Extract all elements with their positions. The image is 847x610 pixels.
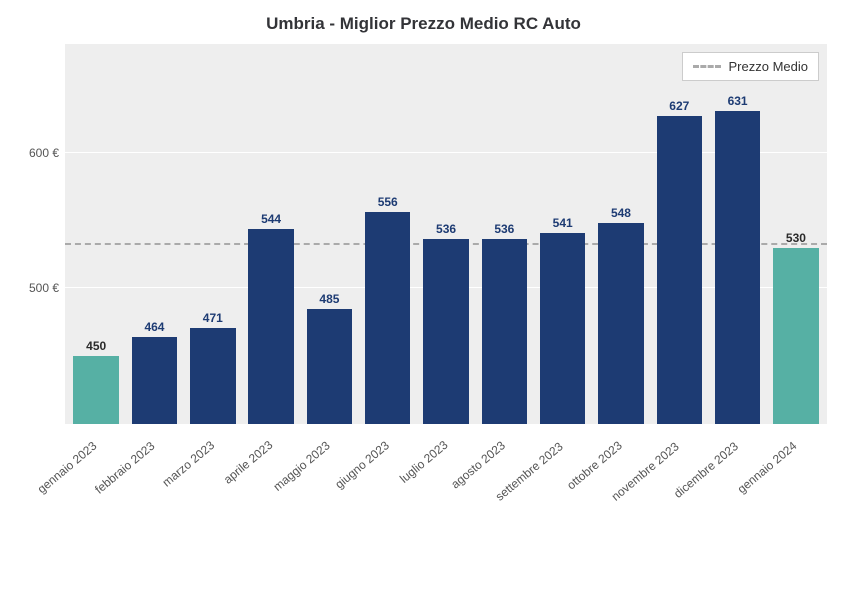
bar-value-label: 450	[86, 339, 106, 353]
bar-value-label: 631	[728, 94, 748, 108]
bar-value-label: 536	[494, 222, 514, 236]
bar: 541	[540, 233, 585, 424]
legend-label: Prezzo Medio	[729, 59, 808, 74]
bar: 536	[482, 239, 527, 424]
x-axis-labels: gennaio 2023febbraio 2023marzo 2023april…	[65, 424, 827, 534]
bar: 485	[307, 309, 352, 424]
bar-value-label: 464	[144, 320, 164, 334]
bar-slot: 556	[359, 44, 417, 424]
bar-value-label: 541	[553, 216, 573, 230]
bar-slot: 548	[592, 44, 650, 424]
bar-slot: 536	[475, 44, 533, 424]
legend: Prezzo Medio	[682, 52, 819, 81]
bar: 631	[715, 111, 760, 425]
bar-slot: 450	[67, 44, 125, 424]
bar-value-label: 627	[669, 99, 689, 113]
y-tick-label: 600 €	[29, 146, 59, 160]
y-axis: 500 € 600 €	[15, 44, 65, 424]
bar-slot: 627	[650, 44, 708, 424]
bar: 464	[132, 337, 177, 424]
x-label-slot: gennaio 2024	[767, 424, 825, 534]
bar-slot: 530	[767, 44, 825, 424]
bar: 548	[598, 223, 643, 424]
bar-slot: 544	[242, 44, 300, 424]
bar-value-label: 485	[319, 292, 339, 306]
chart-title: Umbria - Miglior Prezzo Medio RC Auto	[15, 14, 832, 34]
bar-value-label: 536	[436, 222, 456, 236]
bar-value-label: 471	[203, 311, 223, 325]
legend-swatch-icon	[693, 65, 721, 68]
bar-slot: 631	[708, 44, 766, 424]
bar-value-label: 530	[786, 231, 806, 245]
bar-slot: 541	[534, 44, 592, 424]
bar-value-label: 556	[378, 195, 398, 209]
bar: 544	[248, 229, 293, 424]
chart-container: Umbria - Miglior Prezzo Medio RC Auto 50…	[0, 0, 847, 534]
bar-slot: 536	[417, 44, 475, 424]
bar-value-label: 544	[261, 212, 281, 226]
bar: 556	[365, 212, 410, 424]
bar: 530	[773, 248, 818, 424]
bar-slot: 471	[184, 44, 242, 424]
bar-slot: 485	[300, 44, 358, 424]
bar: 536	[423, 239, 468, 424]
bar: 627	[657, 116, 702, 424]
bar-slot: 464	[125, 44, 183, 424]
bar: 471	[190, 328, 235, 424]
bar-value-label: 548	[611, 206, 631, 220]
bars-group: 450 464 471 544 485 556 536 536 541 548 627 631 530	[65, 44, 827, 424]
y-tick-label: 500 €	[29, 281, 59, 295]
bar: 450	[73, 356, 118, 424]
plot-area: 500 €600 € 45046447154448555653653654154…	[65, 44, 827, 424]
